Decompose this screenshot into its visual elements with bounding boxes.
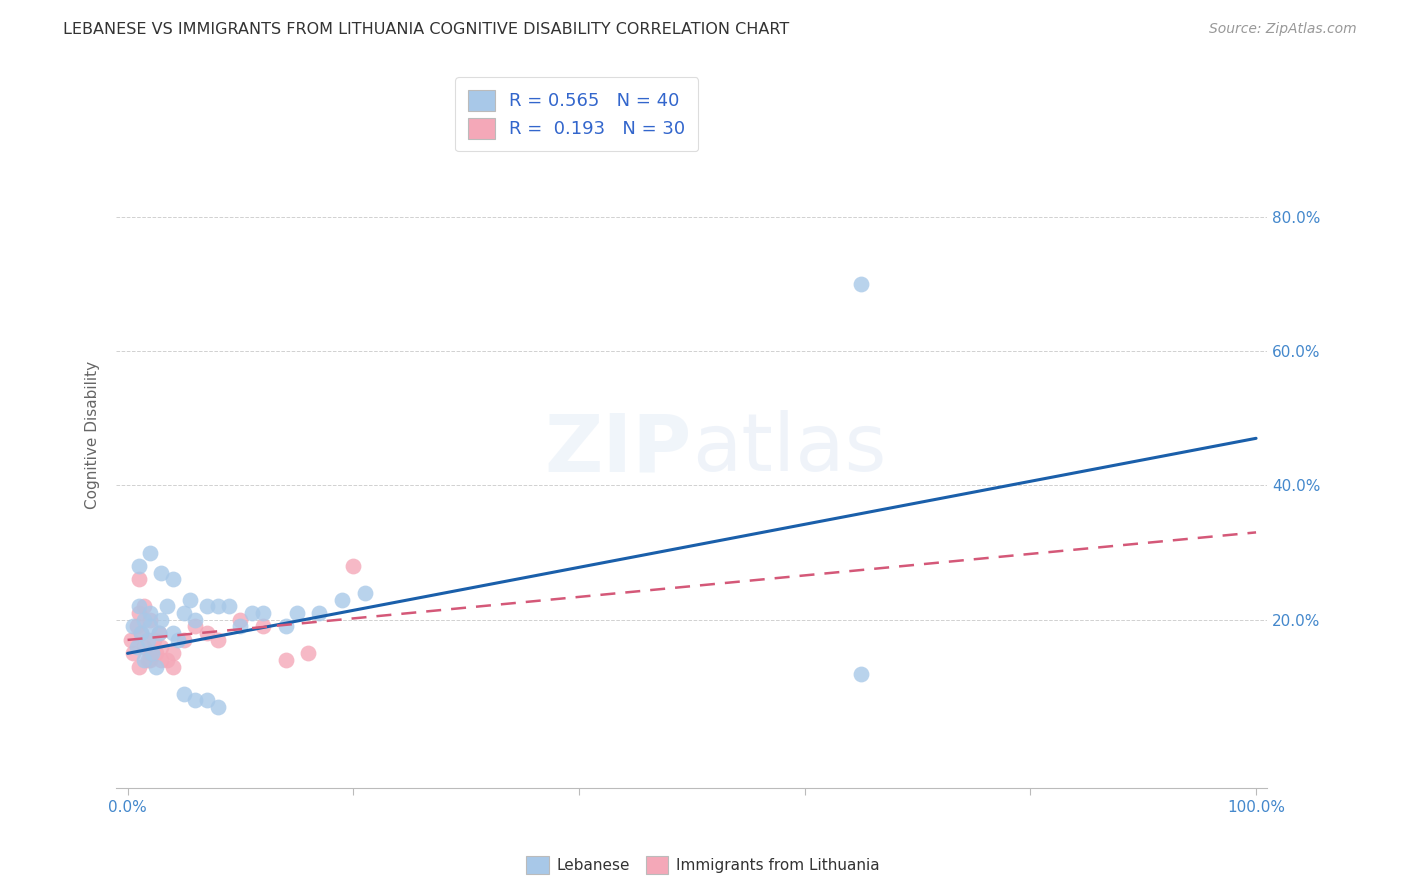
- Point: [120, 632, 142, 647]
- Text: ZIP: ZIP: [544, 410, 692, 488]
- Point: [195, 599, 218, 614]
- Point: [162, 626, 184, 640]
- Point: [330, 592, 353, 607]
- Point: [128, 599, 150, 614]
- Point: [148, 626, 170, 640]
- Point: [128, 660, 150, 674]
- Point: [229, 613, 252, 627]
- Point: [150, 566, 173, 580]
- Point: [195, 693, 218, 707]
- Point: [148, 626, 170, 640]
- Legend: R = 0.565   N = 40, R =  0.193   N = 30: R = 0.565 N = 40, R = 0.193 N = 30: [456, 77, 699, 152]
- Point: [129, 626, 152, 640]
- Point: [156, 653, 179, 667]
- Point: [195, 626, 218, 640]
- Point: [353, 586, 375, 600]
- Point: [173, 687, 195, 701]
- Point: [179, 592, 201, 607]
- Point: [150, 653, 173, 667]
- Point: [167, 632, 190, 647]
- Point: [139, 545, 162, 559]
- Point: [240, 606, 263, 620]
- Point: [207, 632, 229, 647]
- Point: [207, 700, 229, 714]
- Y-axis label: Cognitive Disability: Cognitive Disability: [86, 361, 100, 509]
- Point: [139, 646, 162, 660]
- Point: [218, 599, 240, 614]
- Point: [162, 573, 184, 587]
- Point: [184, 619, 207, 633]
- Point: [128, 559, 150, 574]
- Point: [128, 573, 150, 587]
- Point: [156, 599, 179, 614]
- Point: [252, 619, 274, 633]
- Point: [142, 632, 165, 647]
- Point: [134, 599, 156, 614]
- Point: [285, 606, 308, 620]
- Point: [141, 646, 163, 660]
- Point: [849, 666, 872, 681]
- Point: [150, 613, 173, 627]
- Point: [849, 277, 872, 291]
- Point: [136, 653, 159, 667]
- Point: [184, 613, 207, 627]
- Point: [162, 646, 184, 660]
- Point: [145, 646, 167, 660]
- Legend: Lebanese, Immigrants from Lithuania: Lebanese, Immigrants from Lithuania: [520, 850, 886, 880]
- Point: [150, 640, 173, 654]
- Text: atlas: atlas: [692, 410, 886, 488]
- Point: [136, 632, 159, 647]
- Point: [139, 653, 162, 667]
- Point: [297, 646, 319, 660]
- Point: [342, 559, 364, 574]
- Point: [122, 619, 145, 633]
- Point: [139, 613, 162, 627]
- Point: [162, 660, 184, 674]
- Point: [207, 599, 229, 614]
- Point: [252, 606, 274, 620]
- Point: [173, 606, 195, 620]
- Point: [145, 660, 167, 674]
- Text: Source: ZipAtlas.com: Source: ZipAtlas.com: [1209, 22, 1357, 37]
- Point: [122, 646, 145, 660]
- Point: [134, 653, 156, 667]
- Point: [125, 640, 148, 654]
- Point: [274, 619, 297, 633]
- Point: [134, 613, 156, 627]
- Point: [173, 632, 195, 647]
- Point: [184, 693, 207, 707]
- Point: [139, 619, 162, 633]
- Point: [134, 640, 156, 654]
- Point: [229, 619, 252, 633]
- Point: [125, 619, 148, 633]
- Point: [128, 606, 150, 620]
- Point: [129, 626, 152, 640]
- Point: [139, 606, 162, 620]
- Point: [308, 606, 330, 620]
- Point: [274, 653, 297, 667]
- Text: LEBANESE VS IMMIGRANTS FROM LITHUANIA COGNITIVE DISABILITY CORRELATION CHART: LEBANESE VS IMMIGRANTS FROM LITHUANIA CO…: [63, 22, 790, 37]
